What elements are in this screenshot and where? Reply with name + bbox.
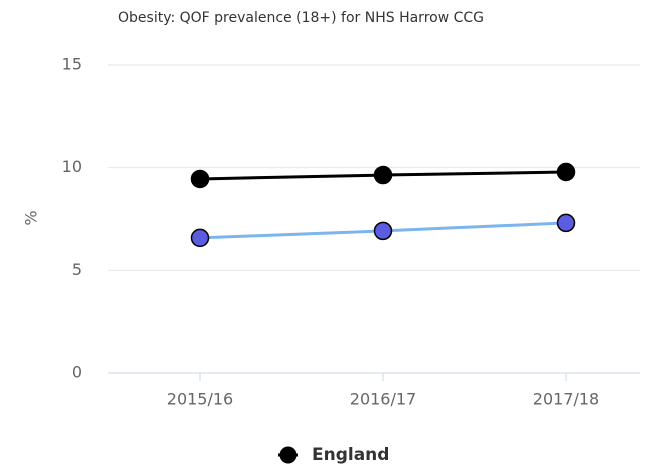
y-tick-label: 5 [72,260,82,279]
y-tick-label: 10 [62,157,82,176]
y-tick-label: 15 [62,55,82,74]
legend-label: England [312,445,389,465]
data-point [556,162,576,182]
chart-title: Obesity: QOF prevalence (18+) for NHS Ha… [118,10,484,26]
y-axis-label: % [22,210,41,225]
data-point [373,221,393,241]
data-point [556,213,576,233]
x-tick-label: 2017/18 [533,390,599,409]
data-point [373,165,393,185]
y-tick-label: 0 [72,363,82,382]
data-point [190,228,210,248]
data-point [190,169,210,189]
legend-marker [279,446,297,464]
x-tick-label: 2015/16 [167,390,233,409]
x-tick-label: 2016/17 [350,390,416,409]
